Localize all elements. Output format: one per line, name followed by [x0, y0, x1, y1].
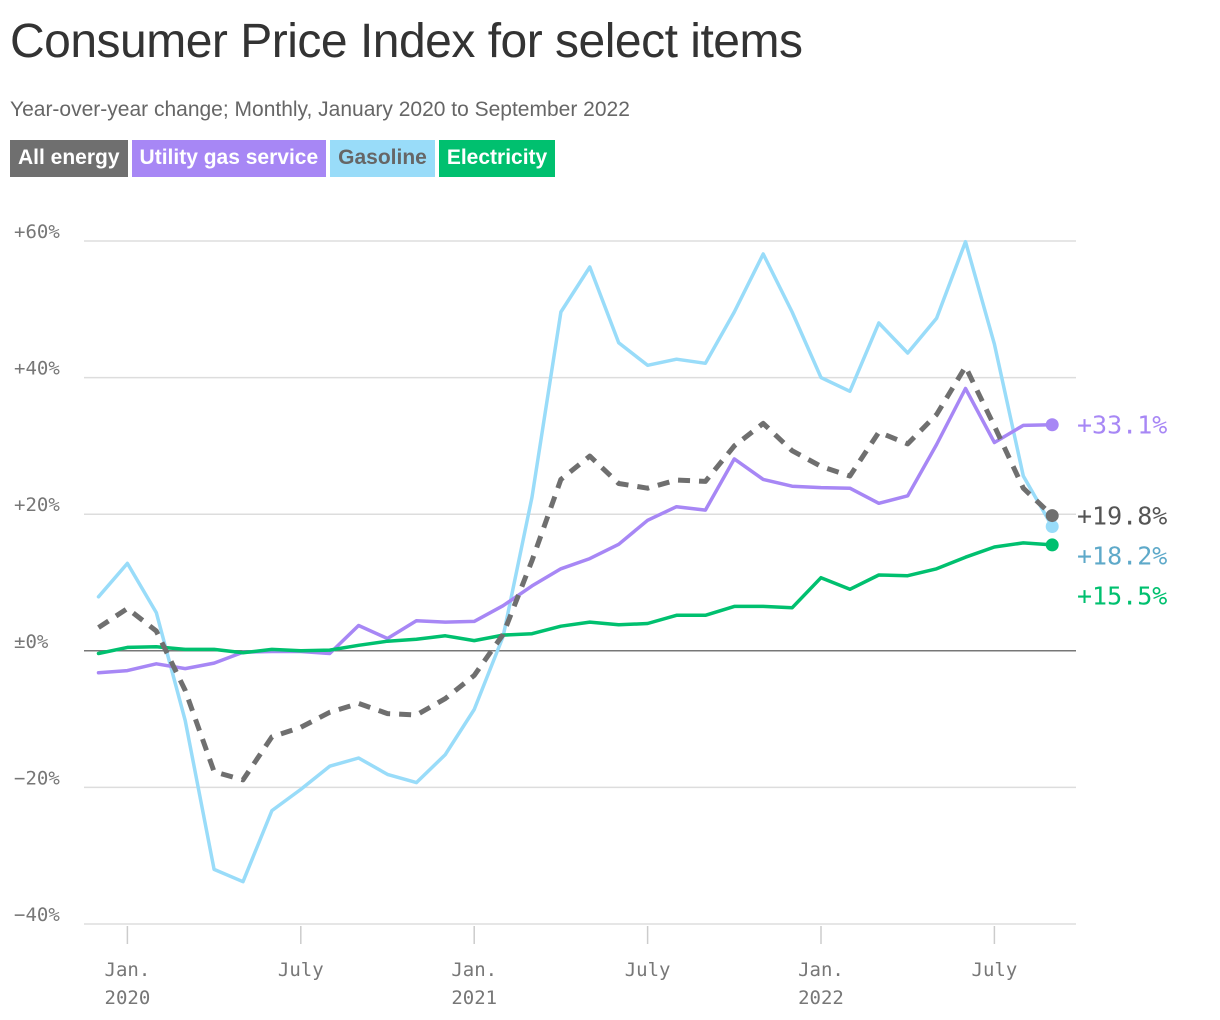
series-line-all-energy	[97, 364, 1054, 783]
x-tick-label: July	[972, 959, 1018, 981]
legend-item-utility-gas-service: Utility gas service	[131, 140, 327, 177]
end-label-utility-gas-service: +33.1%	[1077, 411, 1167, 440]
x-tick-label: 2022	[798, 987, 844, 1009]
legend-item-electricity: Electricity	[438, 140, 556, 177]
y-tick-label: −40%	[14, 904, 60, 926]
x-tick-label: Jan.	[451, 959, 497, 981]
y-tick-label: −20%	[14, 767, 60, 789]
legend-item-gasoline: Gasoline	[330, 140, 435, 177]
x-tick-label: 2020	[105, 987, 151, 1009]
x-tick-label: 2021	[451, 987, 497, 1009]
end-point-utility-gas-service	[1045, 418, 1059, 432]
end-point-electricity	[1045, 538, 1059, 552]
x-tick-label: Jan.	[798, 959, 844, 981]
chart-title: Consumer Price Index for select items	[10, 15, 803, 68]
series-line-gasoline	[96, 239, 1054, 884]
y-tick-label: +20%	[14, 494, 60, 516]
series-line-utility-gas-service	[96, 386, 1054, 675]
x-tick-label: Jan.	[105, 959, 151, 981]
end-point-gasoline	[1045, 519, 1059, 533]
legend-item-all-energy: All energy	[10, 140, 128, 177]
end-label-electricity: +15.5%	[1077, 582, 1167, 611]
y-tick-label: +40%	[14, 358, 60, 380]
end-point-all-energy	[1045, 509, 1059, 523]
y-tick-label: +60%	[14, 221, 60, 243]
end-label-all-energy: +19.8%	[1077, 502, 1167, 531]
y-tick-label: ±0%	[14, 631, 49, 653]
legend: All energy Utility gas service Gasoline …	[10, 140, 556, 177]
end-label-gasoline: +18.2%	[1077, 542, 1167, 571]
chart-subtitle: Year-over-year change; Monthly, January …	[10, 98, 630, 121]
x-tick-label: July	[278, 959, 324, 981]
series-line-electricity	[96, 541, 1054, 656]
x-tick-label: July	[625, 959, 671, 981]
